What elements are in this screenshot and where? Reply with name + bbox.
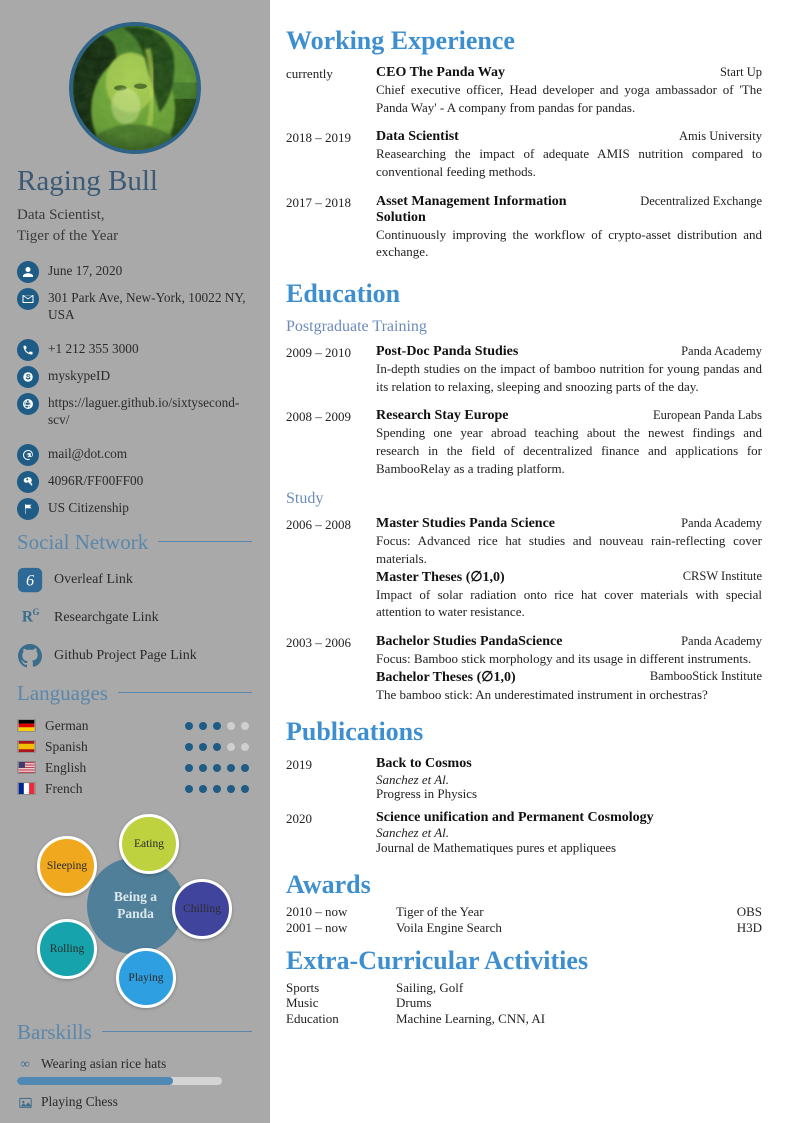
svg-text:6: 6 (26, 572, 35, 590)
svg-text:G: G (32, 607, 39, 617)
